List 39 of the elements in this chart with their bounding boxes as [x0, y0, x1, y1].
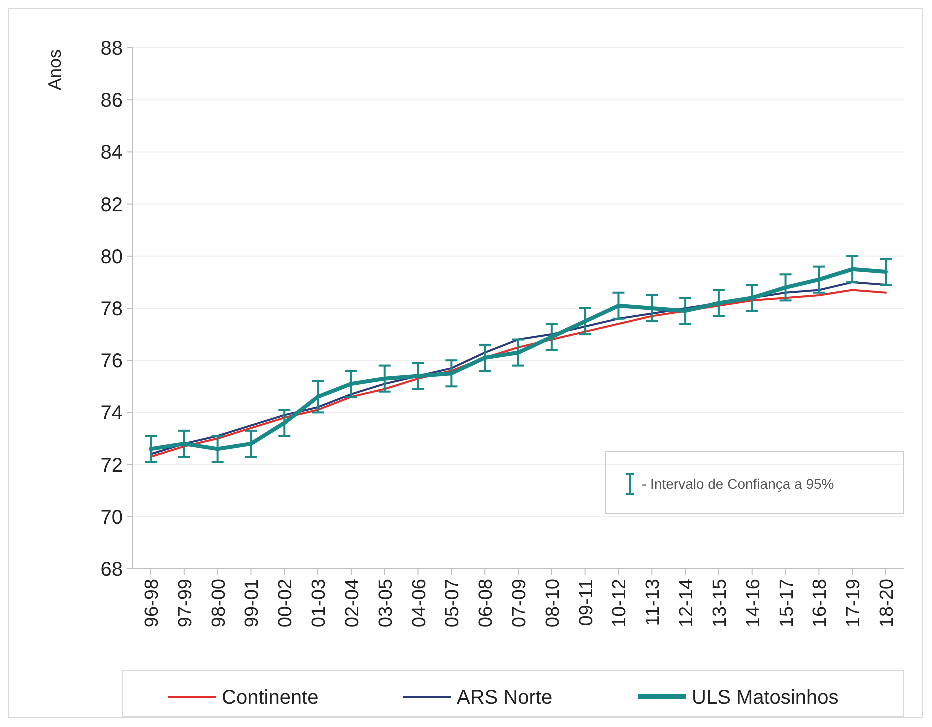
x-tick-label: 03-05: [376, 579, 397, 628]
y-tick-label: 72: [100, 454, 123, 477]
x-tick-label: 99-01: [242, 579, 264, 628]
x-tick-label: 12-14: [676, 578, 698, 628]
y-axis-title: Anos: [45, 49, 65, 91]
x-tick-label: 97-99: [175, 579, 196, 628]
x-tick-label: 05-07: [442, 579, 464, 628]
y-tick-label: 84: [100, 142, 123, 164]
x-tick-label: 07-09: [510, 579, 530, 628]
x-tick-label: 13-15: [710, 579, 731, 628]
y-tick-label: 74: [100, 402, 123, 425]
x-tick-label: 14-16: [743, 579, 764, 628]
y-tick-label: 70: [100, 506, 123, 529]
x-tick-label: 96-98: [142, 579, 163, 628]
y-tick-label: 82: [100, 194, 123, 216]
x-tick-label: 10-12: [610, 579, 631, 628]
x-tick-label: 00-02: [276, 579, 297, 628]
x-tick-label: 98-00: [208, 579, 230, 628]
annotation: - Intervalo de Confiança a 95%: [642, 476, 834, 492]
x-tick-label: 17-19: [844, 579, 865, 628]
x-tick-label: 16-18: [810, 579, 832, 628]
x-tick-label: 02-04: [342, 578, 364, 628]
x-tick-label: 09-11: [576, 579, 598, 626]
y-tick-label: 88: [100, 38, 123, 60]
y-tick-label: 76: [100, 350, 123, 373]
x-tick-label: 01-03: [309, 579, 330, 628]
legend-label: Continente: [222, 687, 319, 709]
legend-label: ARS Norte: [457, 687, 553, 709]
x-tick-label: 18-20: [877, 579, 898, 628]
y-tick-label: 86: [100, 90, 123, 112]
x-tick-label: 04-06: [409, 579, 430, 628]
y-tick-label: 78: [100, 298, 123, 320]
y-tick-label: 80: [100, 246, 123, 268]
x-tick-label: 15-17: [776, 579, 798, 628]
y-tick-label: 68: [100, 559, 123, 581]
x-tick-label: 06-08: [476, 579, 498, 628]
x-tick-label: 11-13: [643, 579, 664, 626]
x-tick-label: 08-10: [542, 579, 564, 628]
legend-label: ULS Matosinhos: [692, 687, 839, 709]
